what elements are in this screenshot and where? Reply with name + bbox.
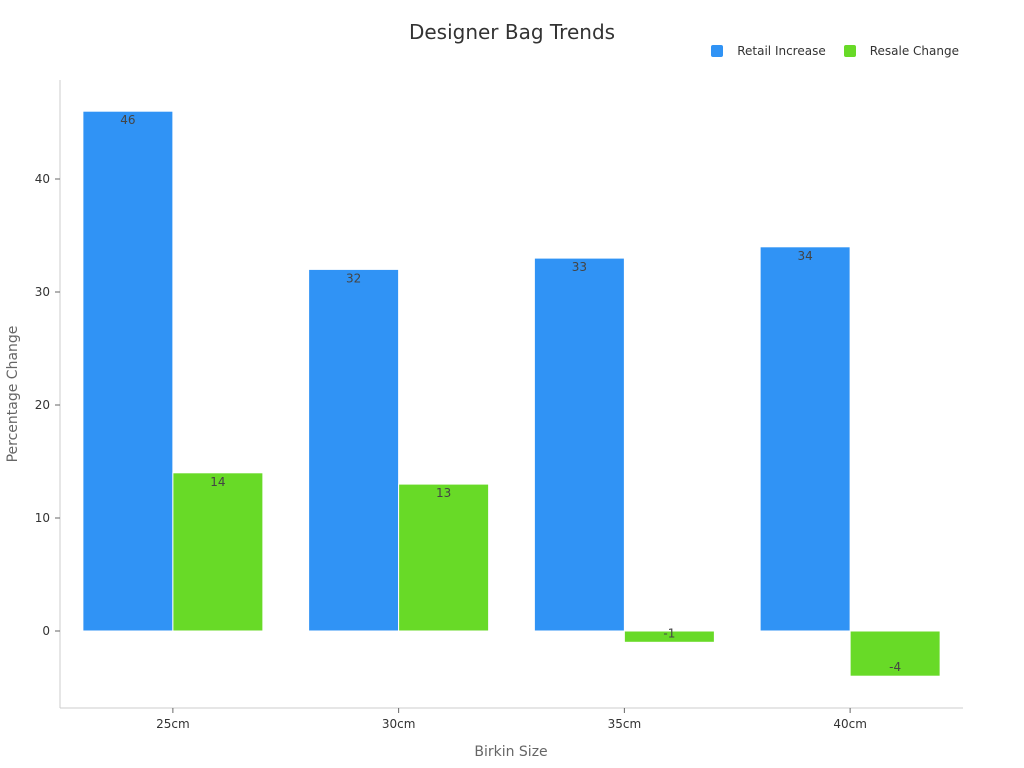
chart-axes: 0 10 20 30 40 25cm 30cm 35cm 40cm — [35, 80, 963, 731]
y-tick-label: 10 — [35, 511, 50, 525]
bar-retail-increase-40cm[interactable] — [759, 246, 851, 632]
data-label: -1 — [663, 626, 675, 640]
legend-label-retail-increase: Retail Increase — [737, 44, 826, 58]
x-tick-label: 35cm — [608, 717, 642, 731]
data-label: 46 — [120, 113, 135, 127]
data-label: 32 — [346, 271, 361, 285]
y-tick-label: 0 — [42, 624, 50, 638]
bar-retail-increase-30cm[interactable] — [308, 268, 400, 632]
x-tick-label: 25cm — [156, 717, 190, 731]
x-axis-title: Birkin Size — [474, 744, 547, 760]
data-label: 13 — [436, 486, 451, 500]
data-label: 33 — [572, 260, 587, 274]
y-tick-label: 20 — [35, 398, 50, 412]
data-label: 14 — [210, 475, 225, 489]
bar-retail-increase-25cm[interactable] — [82, 110, 174, 632]
legend-swatch-resale-change — [843, 45, 856, 57]
chart-bars — [82, 110, 941, 677]
x-tick-label: 30cm — [382, 717, 416, 731]
y-tick-label: 30 — [35, 285, 50, 299]
legend-item-retail-increase[interactable]: Retail Increase — [711, 44, 826, 58]
legend-swatch-retail-increase — [711, 45, 724, 57]
bar-resale-change-30cm[interactable] — [398, 483, 490, 632]
chart-data-labels: 46 14 32 13 33 -1 34 -4 — [120, 113, 901, 674]
bar-resale-change-25cm[interactable] — [172, 472, 264, 632]
data-label: -4 — [889, 660, 901, 674]
data-label: 34 — [797, 249, 812, 263]
y-axis-title: Percentage Change — [5, 326, 21, 463]
x-tick-label: 40cm — [833, 717, 867, 731]
legend-item-resale-change[interactable]: Resale Change — [843, 44, 959, 58]
chart-legend: Retail Increase Resale Change — [693, 44, 959, 58]
chart-title: Designer Bag Trends — [408, 20, 616, 44]
bar-resale-change-40cm[interactable] — [849, 630, 941, 677]
bar-retail-increase-35cm[interactable] — [533, 257, 625, 632]
legend-label-resale-change: Resale Change — [869, 44, 959, 58]
y-tick-label: 40 — [35, 172, 50, 186]
bar-resale-change-35cm[interactable] — [623, 630, 715, 643]
